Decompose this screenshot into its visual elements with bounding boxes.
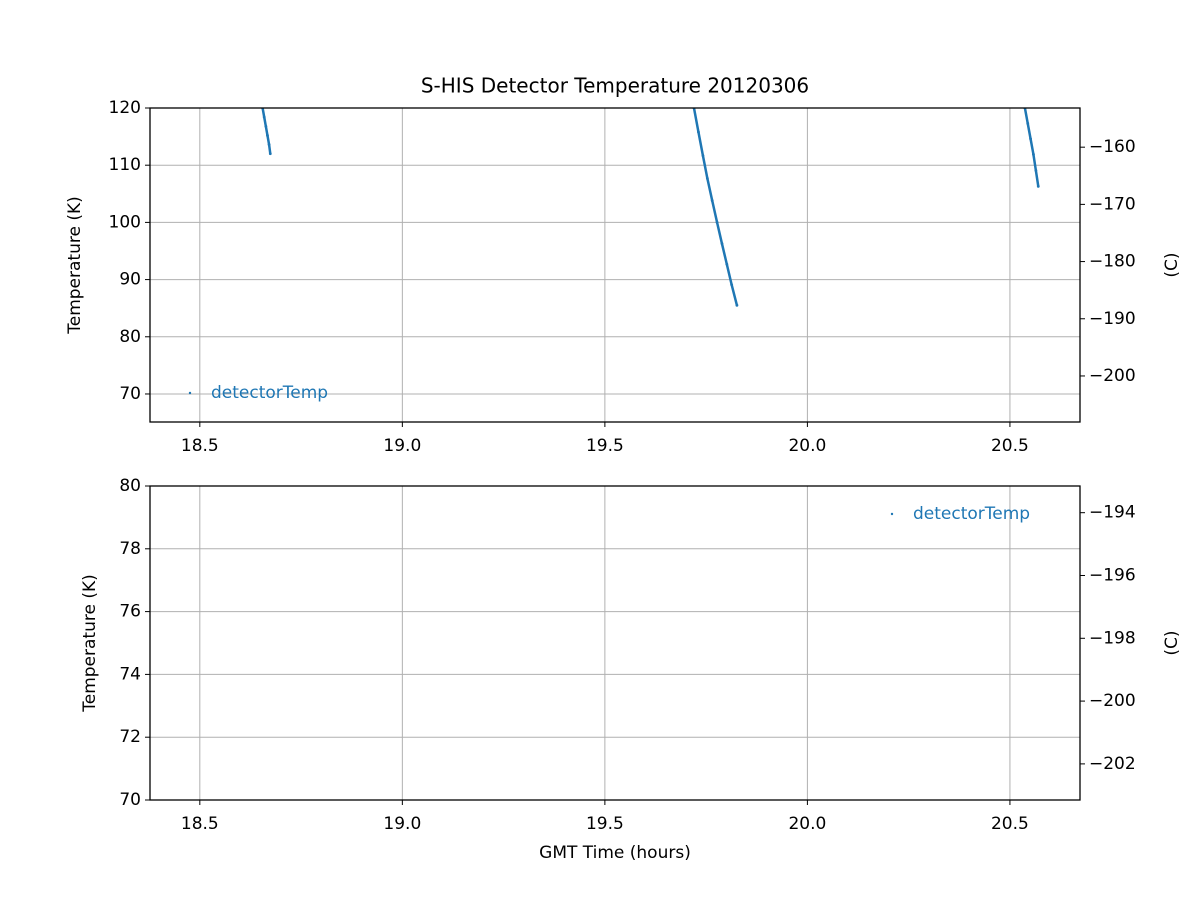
y-tick-label: 90	[119, 270, 141, 290]
y-tick-label: 76	[119, 602, 141, 622]
x-tick-label: 20.5	[991, 436, 1029, 456]
axes-frame	[149, 107, 1081, 423]
x-tick-label: 20.0	[788, 814, 826, 834]
y-axis-label: Temperature (K)	[80, 574, 100, 713]
y2-tick-label: −180	[1089, 252, 1136, 272]
y2-axis-label: (C)	[1162, 630, 1182, 655]
data-point	[715, 220, 719, 224]
plot-area	[261, 108, 1040, 307]
y2-tick-label: −200	[1089, 366, 1136, 386]
y2-tick-label: −160	[1089, 137, 1136, 157]
data-point	[1036, 184, 1040, 188]
y2-tick-label: −202	[1089, 754, 1136, 774]
data-point	[730, 283, 734, 287]
y-tick-label: 72	[119, 727, 141, 747]
data-point	[266, 134, 269, 137]
x-tick-label: 20.5	[991, 814, 1029, 834]
legend-marker	[188, 391, 192, 395]
data-point	[268, 152, 272, 156]
data-point	[1026, 122, 1030, 125]
data-point	[262, 115, 266, 119]
x-tick-label: 19.5	[586, 814, 624, 834]
y2-tick-label: −190	[1089, 309, 1136, 329]
x-tick-label: 19.0	[383, 436, 421, 456]
data-point	[264, 124, 268, 128]
y-tick-label: 80	[119, 327, 141, 347]
x-tick-label: 18.5	[181, 436, 219, 456]
data-point	[267, 143, 271, 147]
legend-label: detectorTemp	[913, 504, 1030, 524]
y2-tick-label: −196	[1089, 565, 1136, 585]
x-tick-label: 20.0	[788, 436, 826, 456]
data-point	[697, 130, 700, 134]
data-point	[1029, 137, 1032, 141]
legend-marker	[890, 512, 894, 516]
data-point	[701, 154, 705, 157]
y-tick-label: 100	[109, 212, 141, 232]
data-point	[735, 303, 739, 307]
y2-tick-label: −194	[1089, 503, 1136, 523]
x-tick-label: 18.5	[181, 814, 219, 834]
y-tick-label: 80	[119, 476, 141, 496]
y2-tick-label: −198	[1089, 628, 1136, 648]
legend-label: detectorTemp	[211, 383, 328, 403]
y-tick-label: 70	[119, 790, 141, 810]
y-tick-label: 110	[109, 155, 141, 175]
data-point	[1034, 168, 1038, 172]
data-trace	[261, 108, 1040, 306]
data-point	[1032, 152, 1035, 156]
y2-tick-label: −200	[1089, 691, 1136, 711]
y2-axis-label: (C)	[1162, 252, 1182, 277]
data-point	[710, 199, 714, 203]
y2-tick-label: −170	[1089, 194, 1136, 214]
x-tick-label: 19.5	[586, 436, 624, 456]
y-tick-label: 120	[109, 98, 141, 118]
y-tick-label: 70	[119, 384, 141, 404]
data-point	[725, 262, 729, 266]
y-tick-label: 78	[119, 539, 141, 559]
chart-title: S-HIS Detector Temperature 20120306	[421, 74, 809, 98]
data-point	[720, 242, 724, 245]
x-axis-label: GMT Time (hours)	[539, 843, 691, 863]
y-axis-label: Temperature (K)	[65, 196, 85, 335]
x-tick-label: 19.0	[383, 814, 421, 834]
axes-frame	[149, 485, 1081, 801]
data-point	[705, 176, 709, 180]
y-tick-label: 74	[119, 664, 141, 684]
